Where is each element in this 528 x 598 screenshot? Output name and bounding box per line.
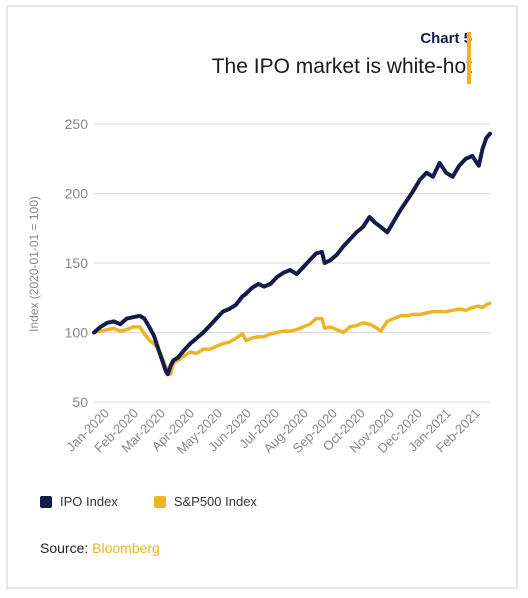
source-note: Source: Bloomberg	[40, 540, 160, 556]
y-tick-label: 150	[65, 255, 89, 271]
y-tick-label: 250	[65, 116, 89, 132]
series-line-ipo	[92, 131, 492, 377]
legend-label-sp500: S&P500 Index	[173, 494, 257, 509]
source-prefix: Source:	[40, 540, 93, 556]
source-name: Bloomberg	[92, 540, 160, 556]
y-axis-ticks: 50 100 150 200 250	[65, 116, 89, 410]
title-accent-bar	[467, 32, 471, 84]
y-axis-label: Index (2020-01-01 = 100)	[27, 196, 41, 332]
legend-swatch-ipo	[40, 495, 52, 508]
legend-label-ipo: IPO Index	[60, 494, 118, 509]
y-tick-label: 100	[65, 325, 89, 341]
y-tick-label: 200	[65, 186, 89, 202]
gridlines	[94, 123, 490, 403]
legend: IPO Index S&P500 Index	[40, 494, 293, 509]
chart-number-label: Chart 5	[420, 30, 472, 47]
legend-item-ipo: IPO Index	[40, 494, 118, 509]
legend-item-sp500: S&P500 Index	[153, 494, 257, 509]
series-lines	[92, 131, 492, 377]
chart-card	[6, 5, 518, 589]
legend-swatch-sp500	[153, 495, 166, 508]
x-axis-ticks: Jan-2020Feb-2020Mar-2020Apr-2020May-2020…	[63, 406, 483, 457]
y-tick-label: 50	[72, 394, 88, 410]
chart-title: The IPO market is white-hot	[211, 55, 472, 78]
